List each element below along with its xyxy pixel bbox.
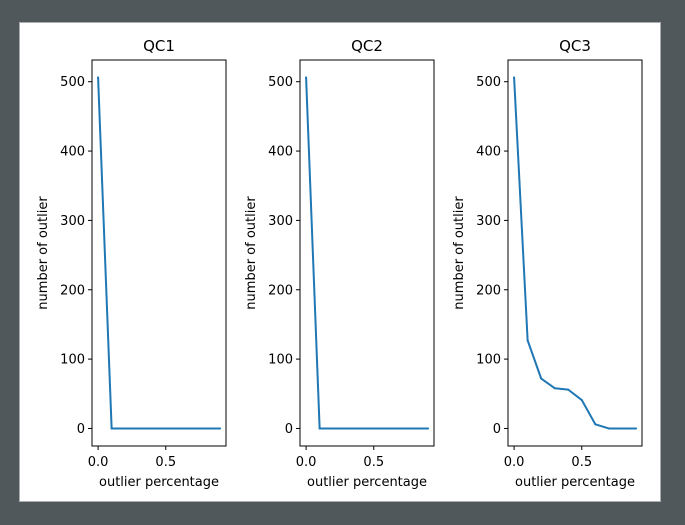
y-axis-label: number of outlier	[36, 196, 51, 310]
data-point	[513, 76, 516, 79]
data-point	[318, 427, 321, 430]
data-point	[413, 427, 416, 430]
axes-frame	[91, 59, 227, 447]
y-tick-label: 200	[268, 283, 293, 298]
subplot-3: 0 100 200 300 400 500 0.0 0.5 QC3 outlier percent…	[452, 37, 643, 490]
data-point	[540, 377, 543, 380]
x-tick-label: 0.5	[363, 455, 384, 470]
series-line	[97, 76, 221, 430]
subplot-1: 0 100 200 300 400 500 0.0 0.5 QC1 outlier percent…	[36, 37, 227, 490]
subplot-title: QC3	[559, 37, 591, 55]
figure-frame	[19, 22, 661, 502]
x-tick-label: 0.0	[296, 455, 317, 470]
y-tick-label: 300	[476, 214, 501, 229]
x-tick-label: 0.0	[88, 455, 109, 470]
y-tick-label: 400	[60, 145, 85, 160]
data-point	[567, 388, 570, 391]
data-point	[97, 76, 100, 79]
y-tick-label: 0	[77, 422, 85, 437]
data-point	[607, 427, 610, 430]
data-point	[372, 427, 375, 430]
y-tick-label: 200	[476, 283, 501, 298]
data-point	[191, 427, 194, 430]
subplot-title: QC1	[143, 37, 175, 55]
x-axis-label: outlier percentage	[307, 475, 427, 490]
y-tick-label: 0	[493, 422, 501, 437]
y-tick-label: 300	[60, 214, 85, 229]
data-point	[345, 427, 348, 430]
axes-frame	[299, 59, 435, 447]
subplot-title: QC2	[351, 37, 383, 55]
data-point	[137, 427, 140, 430]
x-tick-label: 0.0	[504, 455, 525, 470]
data-point	[305, 76, 308, 79]
data-point	[594, 423, 597, 426]
axes-frame	[507, 59, 643, 447]
y-tick-label: 100	[476, 353, 501, 368]
y-tick-label: 500	[268, 75, 293, 90]
x-tick-label: 0.5	[571, 455, 592, 470]
y-tick-label: 500	[476, 75, 501, 90]
y-tick-label: 200	[60, 283, 85, 298]
data-point	[332, 427, 335, 430]
y-tick-label: 500	[60, 75, 85, 90]
data-point	[526, 339, 529, 342]
data-point	[580, 399, 583, 402]
data-point	[386, 427, 389, 430]
y-tick-label: 100	[268, 353, 293, 368]
y-tick-label: 300	[268, 214, 293, 229]
data-point	[218, 427, 221, 430]
data-point	[621, 427, 624, 430]
series-line	[305, 76, 429, 430]
series-line	[513, 76, 637, 430]
data-point	[399, 427, 402, 430]
data-point	[151, 427, 154, 430]
y-axis-label: number of outlier	[244, 196, 259, 310]
y-axis-label: number of outlier	[452, 196, 467, 310]
x-axis-label: outlier percentage	[515, 475, 635, 490]
data-point	[359, 427, 362, 430]
y-tick-label: 400	[268, 145, 293, 160]
y-tick-label: 100	[60, 353, 85, 368]
data-point	[205, 427, 208, 430]
x-tick-label: 0.5	[155, 455, 176, 470]
data-point	[426, 427, 429, 430]
data-point	[634, 427, 637, 430]
data-point	[124, 427, 127, 430]
subplot-2: 0 100 200 300 400 500 0.0 0.5 QC2 outlier percent…	[244, 37, 435, 490]
data-point	[178, 427, 181, 430]
x-axis-label: outlier percentage	[99, 475, 219, 490]
data-point	[164, 427, 167, 430]
data-point	[553, 387, 556, 390]
y-tick-label: 400	[476, 145, 501, 160]
data-point	[110, 427, 113, 430]
y-tick-label: 0	[285, 422, 293, 437]
